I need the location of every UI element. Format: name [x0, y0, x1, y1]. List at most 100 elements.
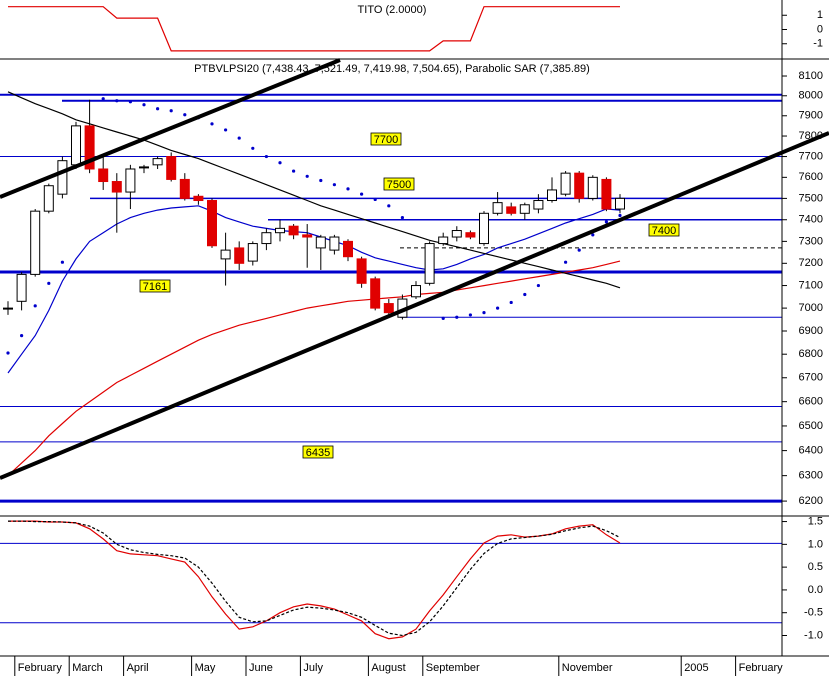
y-tick-label: 0 — [817, 23, 823, 35]
x-tick-label: February — [739, 662, 784, 674]
candle-body — [98, 168, 109, 183]
y-tick-label: 7500 — [799, 192, 823, 204]
y-tick-label: 6400 — [799, 445, 823, 457]
sar-dot — [6, 351, 10, 355]
candle-body — [111, 181, 122, 193]
sar-dot — [496, 306, 500, 310]
sar-dot — [169, 109, 173, 113]
y-tick-label: -1.0 — [804, 629, 823, 641]
candle-body — [275, 227, 285, 234]
sar-dot — [224, 128, 228, 132]
sar-dot — [550, 270, 554, 274]
y-tick-label: 6200 — [799, 495, 823, 507]
y-tick-label: 6500 — [799, 420, 823, 432]
level-label: 7400 — [652, 225, 676, 237]
level-label-box — [648, 223, 680, 237]
candle-body — [261, 232, 272, 245]
sar-dot — [128, 100, 132, 104]
sar-dot — [455, 315, 459, 319]
candle-body — [302, 234, 313, 238]
y-tick-label: -1 — [813, 38, 823, 50]
x-tick-label: August — [371, 662, 405, 674]
candle-body — [166, 156, 177, 180]
candle-body — [587, 176, 598, 199]
sar-dot — [20, 334, 24, 338]
level-label: 7161 — [143, 281, 167, 293]
x-tick-label: May — [195, 662, 216, 674]
sar-dot — [183, 113, 187, 117]
y-tick-label: 7900 — [799, 110, 823, 122]
x-tick-label: November — [562, 662, 613, 674]
candle-body — [193, 195, 204, 202]
candle-body — [30, 210, 41, 275]
candle-body — [370, 278, 381, 309]
sar-dot — [536, 283, 541, 288]
sar-dot — [60, 260, 64, 264]
candle-body — [139, 166, 149, 169]
candle-body — [411, 285, 421, 298]
candle-body — [383, 303, 394, 314]
candle-body — [71, 125, 81, 166]
candle-body — [560, 172, 571, 195]
candle-body — [179, 178, 190, 199]
candle-body — [615, 197, 625, 210]
plot-area — [0, 6, 782, 640]
candle-body — [343, 240, 353, 258]
candle-body — [3, 307, 13, 310]
candle-body — [84, 125, 95, 170]
y-tick-label: 7100 — [799, 279, 823, 291]
sar-dot — [305, 174, 309, 178]
level-label: 7500 — [387, 179, 411, 191]
y-tick-label: 0.0 — [808, 584, 823, 596]
y-tick-label: 0.5 — [808, 561, 823, 573]
sar-dot — [332, 183, 336, 187]
labels: TITO (2.0000) 1 0 -1 PTBVLPSI20 (7,438.43, 7… — [14, 4, 823, 676]
sar-dot — [618, 213, 622, 218]
sar-dot — [346, 187, 350, 191]
x-tick-label: September — [426, 662, 480, 674]
sar-dot — [482, 311, 486, 315]
candle-body — [492, 202, 503, 214]
sar-dot — [577, 248, 581, 252]
sar-dot — [387, 204, 391, 208]
y-tick-label: 6300 — [799, 470, 823, 482]
level-label-box — [302, 445, 334, 459]
candle-body — [207, 200, 217, 247]
sar-dot — [591, 233, 595, 237]
candle-body — [152, 158, 163, 166]
level-label-box — [139, 279, 171, 293]
level-label: 7700 — [374, 134, 398, 146]
level-label-box — [383, 177, 415, 191]
panel-title: PTBVLPSI20 (7,438.43, 7,521.49, 7,419.98… — [194, 63, 590, 75]
series-line — [7, 260, 621, 477]
sar-dot — [101, 97, 105, 101]
y-tick-label: 6700 — [799, 372, 823, 384]
sar-dot — [33, 304, 37, 308]
candle-body — [288, 225, 299, 236]
sar-dot — [115, 99, 119, 103]
sar-dot — [210, 122, 214, 126]
y-tick-label: 7200 — [799, 257, 823, 269]
level-label-box — [370, 132, 402, 146]
sar-dot — [373, 197, 377, 202]
y-tick-label: 1 — [817, 9, 823, 21]
candle-body — [220, 249, 231, 260]
sar-dot — [523, 292, 527, 297]
level-label: 6435 — [306, 447, 330, 459]
sar-dot — [142, 103, 146, 107]
sar-dot — [156, 107, 160, 111]
y-tick-label: 7000 — [799, 302, 823, 314]
y-tick-label: 7400 — [799, 214, 823, 226]
sar-dot — [264, 154, 268, 159]
x-tick-label: April — [127, 662, 149, 674]
y-tick-label: -0.5 — [804, 607, 823, 619]
sar-dot — [468, 313, 472, 317]
series-line — [8, 6, 620, 52]
series-line — [8, 520, 621, 640]
candle-body — [424, 243, 435, 284]
candle-body — [329, 236, 340, 251]
candle-body — [547, 189, 557, 202]
trendline — [0, 131, 829, 480]
